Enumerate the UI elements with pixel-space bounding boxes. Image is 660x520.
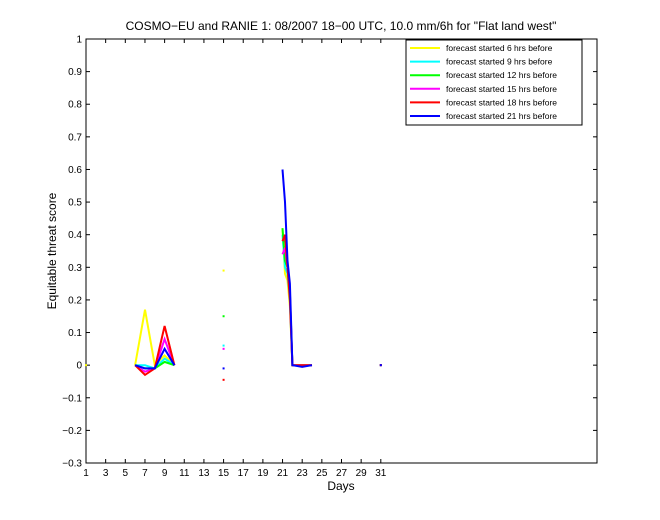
chart-title: COSMO−EU and RANIE 1: 08/2007 18−00 UTC,…: [126, 19, 557, 33]
x-tick-label: 9: [162, 468, 168, 479]
y-tick-label: 0.6: [68, 165, 82, 176]
y-tick-label: −0.1: [62, 393, 82, 404]
y-tick-label: −0.2: [62, 426, 82, 437]
x-tick-label: 21: [277, 468, 289, 479]
y-tick-label: 1: [76, 35, 82, 46]
y-axis-label: Equitable threat score: [45, 192, 59, 309]
legend-label: forecast started 15 hrs before: [446, 84, 557, 94]
x-tick-label: 29: [356, 468, 368, 479]
y-tick-label: 0.3: [68, 263, 82, 274]
x-tick-label: 13: [198, 468, 210, 479]
axis-ticks: 1 3 5 7 9 11 13 15 17 19 21 23 25 27 29 31−0.3−0.2−0.10…: [62, 35, 597, 479]
x-tick-label: 11: [179, 468, 190, 479]
y-tick-label: −0.3: [62, 459, 82, 470]
x-tick-label: 1: [83, 468, 89, 479]
x-axis-label: Days: [327, 479, 354, 493]
legend-label: forecast started 21 hrs before: [446, 111, 557, 121]
legend-label: forecast started 9 hrs before: [446, 57, 553, 67]
y-tick-label: 0.2: [68, 295, 82, 306]
legend: forecast started 6 hrs before forecast st…: [405, 39, 583, 126]
series-line: [281, 169, 313, 368]
x-tick-label: 5: [123, 468, 129, 479]
x-tick-label: 17: [238, 468, 250, 479]
x-tick-label: 23: [297, 468, 309, 479]
y-tick-label: 0.7: [68, 132, 82, 143]
series-line: [134, 346, 176, 370]
y-tick-label: 0.9: [68, 67, 82, 78]
y-tick-label: 0.1: [68, 328, 82, 339]
series-5: [134, 169, 382, 370]
legend-label: forecast started 18 hrs before: [446, 97, 557, 107]
y-tick-label: 0.4: [68, 230, 82, 241]
x-tick-label: 19: [257, 468, 269, 479]
legend-box: [405, 39, 583, 126]
y-tick-label: 0.5: [68, 198, 82, 209]
legend-label: forecast started 12 hrs before: [446, 70, 557, 80]
x-tick-label: 15: [218, 468, 230, 479]
x-tick-label: 27: [336, 468, 348, 479]
y-tick-label: 0.8: [68, 100, 82, 111]
y-tick-label: 0: [76, 361, 82, 372]
x-tick-label: 31: [375, 468, 387, 479]
x-tick-label: 3: [103, 468, 109, 479]
legend-label: forecast started 6 hrs before: [446, 43, 553, 53]
x-tick-label: 7: [142, 468, 148, 479]
x-tick-label: 25: [316, 468, 328, 479]
series-lines: [85, 169, 382, 381]
